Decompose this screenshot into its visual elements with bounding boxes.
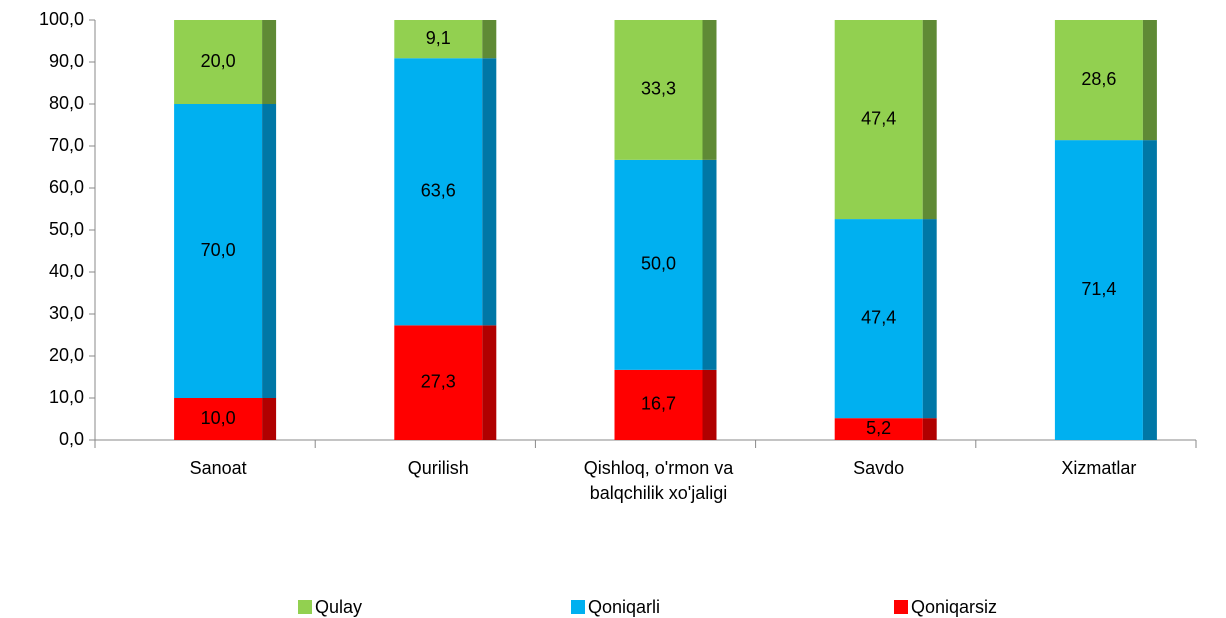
legend-swatch [298, 600, 312, 614]
bar-side [262, 20, 277, 104]
y-tick-label: 70,0 [49, 135, 84, 155]
x-tick-label: Qurilish [407, 458, 469, 478]
bar-side [1142, 20, 1157, 141]
bar-side [702, 369, 717, 440]
data-label: 70,0 [201, 240, 236, 260]
data-label: 20,0 [201, 51, 236, 71]
data-label: 10,0 [201, 408, 236, 428]
bar-segment [1054, 20, 1143, 141]
y-tick-label: 0,0 [59, 429, 84, 449]
bar-side [262, 104, 277, 398]
bar-segment [614, 20, 703, 160]
x-tick-label: Sanoat [189, 458, 247, 478]
data-label: 47,4 [861, 108, 896, 128]
data-label: 28,6 [1081, 69, 1116, 89]
bar-side [922, 418, 937, 440]
bar-side [922, 20, 937, 220]
x-tick-label: Savdo [853, 458, 905, 478]
x-tick-label: Xizmatlar [1061, 458, 1137, 478]
data-label: 9,1 [426, 28, 451, 48]
bar-segment [394, 325, 483, 440]
bar-segment [614, 159, 703, 370]
y-tick-label: 80,0 [49, 93, 84, 113]
bar-segment [834, 418, 923, 440]
bar-segment [394, 58, 483, 326]
data-label: 5,2 [866, 418, 891, 438]
bar-side [262, 398, 277, 440]
legend-swatch [571, 600, 585, 614]
bar-side [702, 159, 717, 370]
bar-segment [1054, 140, 1143, 440]
data-label: 63,6 [421, 181, 456, 201]
bar-segment [614, 369, 703, 440]
legend-label: Qulay [315, 597, 362, 617]
bar-segment [834, 219, 923, 419]
data-label: 33,3 [641, 79, 676, 99]
bar-side [922, 219, 937, 419]
data-label: 16,7 [641, 394, 676, 414]
bar-side [482, 20, 497, 59]
bar-side [482, 325, 497, 440]
bar-side [702, 20, 717, 160]
bar-segment [394, 20, 483, 59]
legend-swatch [894, 600, 908, 614]
legend-label: Qoniqarli [588, 597, 660, 617]
y-tick-label: 20,0 [49, 345, 84, 365]
data-label: 71,4 [1081, 279, 1116, 299]
y-tick-label: 90,0 [49, 51, 84, 71]
y-tick-label: 60,0 [49, 177, 84, 197]
bar-segment [174, 398, 263, 440]
x-tick-label: Qishloq, o'rmon va balqchilik xo'jaligi [583, 458, 734, 503]
bar-segment [834, 20, 923, 220]
bar-side [482, 58, 497, 326]
y-tick-label: 50,0 [49, 219, 84, 239]
y-tick-label: 100,0 [39, 9, 84, 29]
bar-side [1142, 140, 1157, 440]
y-tick-label: 30,0 [49, 303, 84, 323]
y-tick-label: 40,0 [49, 261, 84, 281]
bar-segment [174, 104, 263, 398]
bar-segment [174, 20, 263, 104]
legend-label: Qoniqarsiz [911, 597, 997, 617]
y-tick-label: 10,0 [49, 387, 84, 407]
data-label: 47,4 [861, 307, 896, 327]
data-label: 27,3 [421, 371, 456, 391]
data-label: 50,0 [641, 254, 676, 274]
